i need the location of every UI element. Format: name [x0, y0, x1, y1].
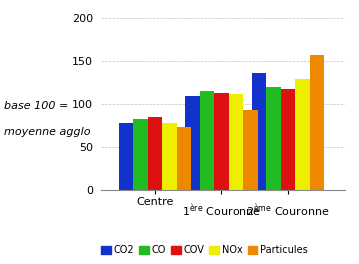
Bar [200, 91, 214, 190]
Bar [177, 128, 191, 190]
Bar [185, 96, 200, 190]
Bar [295, 79, 309, 190]
Legend: CO2, CO, COV, NOx, Particules: CO2, CO, COV, NOx, Particules [97, 241, 312, 259]
Text: moyenne agglo: moyenne agglo [4, 127, 90, 137]
Text: base 100 =: base 100 = [4, 101, 68, 111]
Bar [252, 73, 266, 190]
Bar [118, 123, 133, 190]
Bar [214, 93, 229, 190]
Bar [229, 94, 243, 190]
Bar [148, 117, 162, 190]
Bar [266, 87, 281, 190]
Text: 1$^{\mathregular{ère}}$ Couronne: 1$^{\mathregular{ère}}$ Couronne [182, 202, 261, 219]
Text: 2$^{\mathregular{ème}}$ Couronne: 2$^{\mathregular{ème}}$ Couronne [246, 202, 330, 219]
Bar [281, 89, 295, 190]
Bar [243, 110, 258, 190]
Bar [133, 119, 148, 190]
Bar [162, 123, 177, 190]
Bar [309, 54, 324, 190]
